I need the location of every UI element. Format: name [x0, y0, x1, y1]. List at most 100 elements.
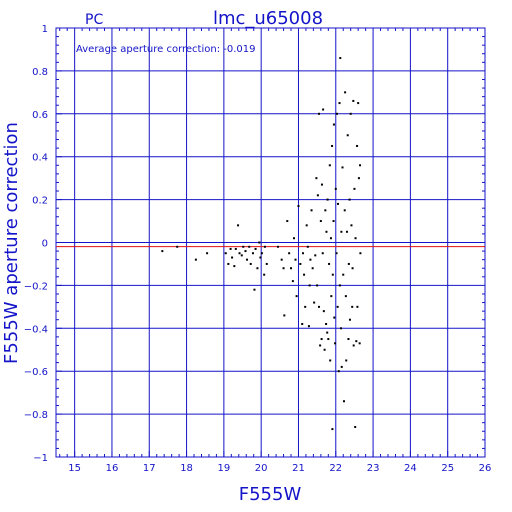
data-point [351, 267, 354, 270]
chart-subtitle: PC [85, 12, 103, 28]
x-tick-label: 19 [218, 463, 231, 474]
x-tick-label: 17 [143, 463, 156, 474]
data-point [265, 262, 268, 265]
data-point [317, 305, 320, 308]
data-point [321, 252, 324, 255]
data-point [355, 340, 358, 343]
y-tick-label: 0.8 [32, 67, 48, 78]
data-point [337, 202, 340, 205]
data-point [359, 164, 362, 167]
data-point [249, 262, 252, 265]
data-point [329, 237, 332, 240]
y-tick-label: 0.2 [32, 196, 48, 207]
x-axis-label: F555W [239, 484, 302, 505]
data-point [335, 252, 338, 255]
y-tick-label: 0.4 [32, 153, 48, 164]
data-point [234, 247, 237, 250]
x-tick-label: 21 [292, 463, 305, 474]
y-tick-label: −0.4 [24, 324, 48, 335]
x-tick-label: 25 [441, 463, 454, 474]
x-tick-label: 24 [404, 463, 417, 474]
data-point [338, 284, 341, 287]
data-point [240, 254, 243, 257]
data-point [328, 164, 331, 167]
data-point [358, 342, 361, 345]
data-point [347, 338, 350, 341]
data-point [324, 209, 327, 212]
data-point [176, 245, 179, 248]
data-point [357, 177, 360, 180]
grid [56, 28, 485, 457]
data-point [301, 252, 304, 255]
data-point [325, 323, 328, 326]
data-point [319, 220, 322, 223]
data-point [356, 305, 359, 308]
data-point [335, 112, 338, 115]
data-point [307, 325, 310, 328]
data-point [338, 102, 341, 105]
data-point [293, 237, 296, 240]
data-point [263, 245, 266, 248]
data-point [332, 220, 335, 223]
data-point [334, 342, 337, 345]
data-point [304, 305, 307, 308]
x-tick-label: 20 [255, 463, 268, 474]
data-point [322, 108, 325, 111]
data-point [288, 252, 291, 255]
data-point [340, 365, 343, 368]
data-point [348, 318, 351, 321]
data-point [251, 252, 254, 255]
y-tick-label: 0 [42, 239, 48, 250]
data-point [310, 209, 313, 212]
data-point [342, 400, 345, 403]
data-point [343, 209, 346, 212]
data-point [238, 252, 241, 255]
data-point [316, 284, 319, 287]
data-point [342, 273, 345, 276]
data-point [325, 230, 328, 233]
data-point [295, 295, 298, 298]
data-point [229, 247, 232, 250]
data-point [316, 194, 319, 197]
data-point [206, 252, 209, 255]
data-point [280, 258, 283, 261]
data-point [354, 425, 357, 428]
data-point [331, 428, 334, 431]
data-point [352, 344, 355, 347]
y-tick-label: −0.6 [24, 367, 48, 378]
data-point [161, 250, 164, 253]
data-point [356, 144, 359, 147]
data-point [248, 245, 251, 248]
data-point [323, 348, 326, 351]
data-point [328, 262, 331, 265]
data-point [194, 258, 197, 261]
data-point [314, 254, 317, 257]
x-tick-label: 22 [329, 463, 342, 474]
data-point [263, 273, 266, 276]
data-point [353, 187, 356, 190]
data-point [309, 258, 312, 261]
data-point [326, 331, 329, 334]
data-point [313, 301, 316, 304]
x-tick-labels: 15 16 17 18 19 20 21 22 23 24 25 26 [68, 463, 491, 474]
average-annotation: Average aperture correction: -0.019 [76, 44, 256, 55]
data-point [254, 247, 257, 250]
data-point [341, 166, 344, 169]
data-point [329, 359, 332, 362]
data-point [340, 327, 343, 330]
data-point [276, 245, 279, 248]
data-points [161, 57, 362, 431]
x-tick-label: 18 [180, 463, 193, 474]
x-tick-label: 23 [367, 463, 380, 474]
y-tick-label: −0.8 [24, 410, 48, 421]
data-point [306, 245, 309, 248]
axis-ticks [56, 27, 486, 458]
data-point [354, 237, 357, 240]
data-point [294, 258, 297, 261]
data-point [282, 267, 285, 270]
data-point [231, 256, 234, 259]
data-point [334, 187, 337, 190]
data-point [322, 310, 325, 313]
x-tick-label: 26 [479, 463, 492, 474]
